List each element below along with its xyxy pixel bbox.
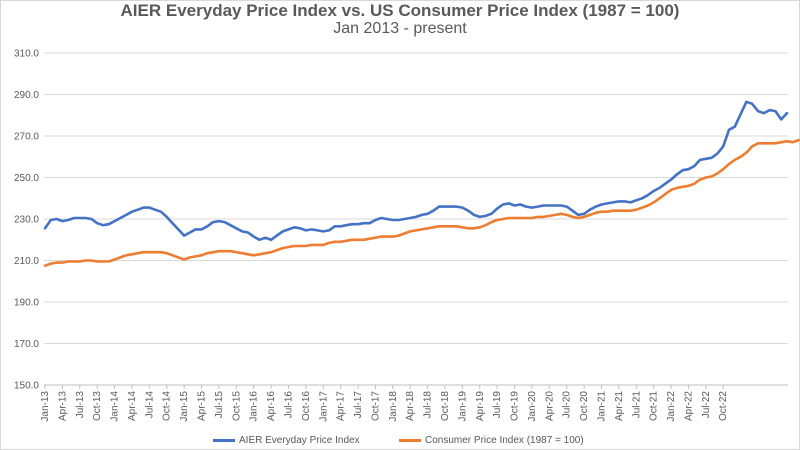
x-tick-label: Jul-20 [562, 391, 573, 419]
x-tick-label: Apr-19 [475, 391, 486, 421]
x-tick-label: Jan-15 [179, 391, 190, 422]
x-tick-label: Jul-18 [423, 391, 434, 419]
x-tick-label: Jul-21 [631, 391, 642, 419]
x-tick-label: Jul-15 [214, 391, 225, 419]
x-tick-label: Oct-19 [510, 391, 521, 421]
x-tick-label: Oct-16 [301, 391, 312, 421]
x-tick-label: Jul-19 [492, 391, 503, 419]
x-tick-label: Apr-14 [127, 391, 138, 421]
x-tick-label: Oct-13 [92, 391, 103, 421]
y-tick-label: 230.0 [14, 215, 39, 226]
legend: AIER Everyday Price Index Consumer Price… [0, 433, 800, 447]
chart-title: AIER Everyday Price Index vs. US Consume… [120, 1, 680, 20]
x-tick-label: Apr-18 [405, 391, 416, 421]
x-tick-label: Jan-21 [597, 391, 608, 422]
x-tick-label: Oct-21 [649, 391, 660, 421]
x-tick-label: Jan-14 [110, 391, 121, 422]
x-tick-label: Oct-18 [440, 391, 451, 421]
x-tick-label: Jul-14 [144, 391, 155, 419]
y-tick-label: 170.0 [14, 339, 39, 350]
x-tick-label: Oct-20 [579, 391, 590, 421]
legend-item-aier: AIER Everyday Price Index [213, 433, 360, 447]
x-tick-label: Jul-22 [701, 391, 712, 419]
legend-label-cpi: Consumer Price Index (1987 = 100) [425, 434, 584, 446]
series-line-aier [43, 100, 789, 242]
x-tick-label: Apr-21 [614, 391, 625, 421]
legend-label-aier: AIER Everyday Price Index [239, 434, 360, 446]
x-tick-label: Apr-17 [336, 391, 347, 421]
legend-swatch-cpi [399, 438, 421, 442]
y-tick-label: 190.0 [14, 298, 39, 309]
x-tick-label: Jul-16 [283, 391, 294, 419]
x-tick-label: Apr-20 [544, 391, 555, 421]
x-tick-label: Apr-15 [197, 391, 208, 421]
x-tick-label: Jan-13 [40, 391, 51, 422]
x-tick-label: Apr-13 [57, 391, 68, 421]
legend-item-cpi: Consumer Price Index (1987 = 100) [399, 433, 584, 447]
y-tick-label: 210.0 [14, 256, 39, 267]
x-tick-label: Oct-15 [231, 391, 242, 421]
x-tick-label: Jan-20 [527, 391, 538, 422]
x-tick-label: Oct-22 [718, 391, 729, 421]
y-tick-label: 150.0 [14, 381, 39, 392]
x-tick-label: Jan-18 [388, 391, 399, 422]
x-tick-label: Jan-17 [318, 391, 329, 422]
x-tick-label: Jul-13 [75, 391, 86, 419]
x-tick-label: Jan-19 [457, 391, 468, 422]
y-tick-label: 290.0 [14, 90, 39, 101]
x-tick-label: Oct-14 [162, 391, 173, 421]
y-tick-label: 310.0 [14, 49, 39, 60]
x-tick-label: Oct-17 [370, 391, 381, 421]
x-tick-label: Apr-16 [266, 391, 277, 421]
y-tick-label: 250.0 [14, 173, 39, 184]
legend-swatch-aier [213, 438, 235, 442]
y-tick-label: 270.0 [14, 132, 39, 143]
chart-subtitle: Jan 2013 - present [333, 20, 467, 37]
x-tick-label: Jul-17 [353, 391, 364, 419]
x-tick-label: Apr-22 [683, 391, 694, 421]
series-line-cpi [43, 138, 800, 268]
x-tick-label: Jan-16 [249, 391, 260, 422]
x-tick-label: Jan-22 [666, 391, 677, 422]
